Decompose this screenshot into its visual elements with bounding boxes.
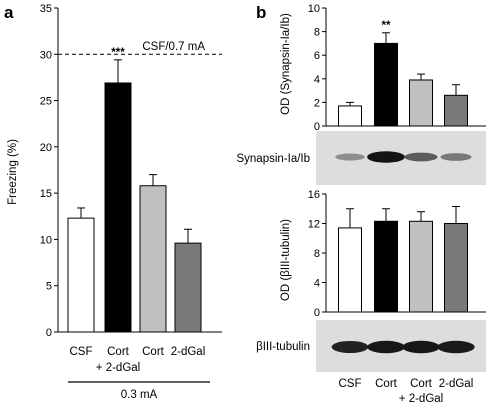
x-tick-label: 2-dGal <box>439 378 474 390</box>
y-tick-label: 12 <box>308 219 320 231</box>
y-axis-label-b-synapsin: OD (Synapsin-Ia/Ib) <box>280 13 292 115</box>
bar <box>374 42 398 127</box>
blot-band <box>367 151 405 163</box>
y-tick-label: 5 <box>46 281 52 293</box>
western-blot-tubulin: βIII-tubulin <box>256 320 486 372</box>
bar <box>174 242 202 333</box>
blot-band <box>402 340 440 354</box>
y-tick-label: 2 <box>314 97 320 109</box>
significance-marker: *** <box>111 47 125 59</box>
x-tick-label: Cort <box>107 346 130 358</box>
x-tick-label: CSF <box>70 346 93 358</box>
blot-band <box>404 152 438 162</box>
category-sublabel-a: + 2-dGal <box>96 362 140 374</box>
bar <box>444 223 468 313</box>
blot-band <box>440 153 472 161</box>
y-tick-label: 16 <box>308 189 320 201</box>
y-tick-label: 10 <box>308 3 320 15</box>
panel-label-b: b <box>256 3 266 22</box>
y-tick-label: 10 <box>40 234 52 246</box>
chart-b-synapsin: 0 2 4 6 8 10 ** OD (Synapsin-Ia/Ib) <box>280 3 486 133</box>
y-tick-label: 0 <box>314 121 320 133</box>
reference-line-label: CSF/0.7 mA <box>142 41 205 53</box>
y-tick-label: 6 <box>314 50 320 62</box>
y-tick-label: 15 <box>40 188 52 200</box>
y-axis-label-b-tubulin: OD (βIII-tubulin) <box>280 219 292 301</box>
bar <box>444 94 468 127</box>
x-group-label: 0.3 mA <box>121 389 158 401</box>
y-tick-label: 25 <box>40 96 52 108</box>
y-tick-label: 30 <box>40 49 52 61</box>
y-tick-label: 8 <box>314 248 320 260</box>
category-sublabel-b: + 2-dGal <box>399 393 443 405</box>
x-tick-label: 2-dGal <box>171 346 206 358</box>
x-tick-label: Cort <box>142 346 165 358</box>
blot-band <box>331 340 369 354</box>
bar <box>338 105 362 127</box>
western-blot-synapsin: Synapsin-Ia/Ib <box>236 131 486 185</box>
y-tick-label: 8 <box>314 27 320 39</box>
y-tick-label: 35 <box>40 3 52 15</box>
blot-band <box>437 340 475 354</box>
x-tick-label: Cort <box>375 378 398 390</box>
bar <box>409 220 433 313</box>
blot-band <box>335 153 365 161</box>
y-tick-label: 0 <box>314 307 320 319</box>
y-tick-label: 0 <box>46 327 52 339</box>
y-tick-label: 4 <box>314 74 320 86</box>
chart-a-freezing: 0 5 10 15 20 25 30 35 CSF Cort Cort 2-dGal *** Free… <box>7 3 222 401</box>
x-tick-label: Cort <box>410 378 433 390</box>
bar <box>409 79 433 127</box>
bar <box>338 227 362 313</box>
bar <box>139 185 167 333</box>
significance-marker: ** <box>382 20 391 32</box>
bar <box>104 82 132 333</box>
x-tick-label: CSF <box>339 378 362 390</box>
blot-label-synapsin: Synapsin-Ia/Ib <box>236 153 310 165</box>
y-tick-label: 4 <box>314 278 320 290</box>
panel-label-a: a <box>4 3 14 22</box>
bar <box>67 217 95 333</box>
y-axis-label-a: Freezing (%) <box>7 139 19 205</box>
chart-b-tubulin: 0 4 8 12 16 OD (βIII-tubulin) <box>280 189 486 319</box>
blot-label-tubulin: βIII-tubulin <box>256 341 310 353</box>
bar <box>374 220 398 313</box>
blot-band <box>367 340 405 354</box>
y-tick-label: 20 <box>40 142 52 154</box>
